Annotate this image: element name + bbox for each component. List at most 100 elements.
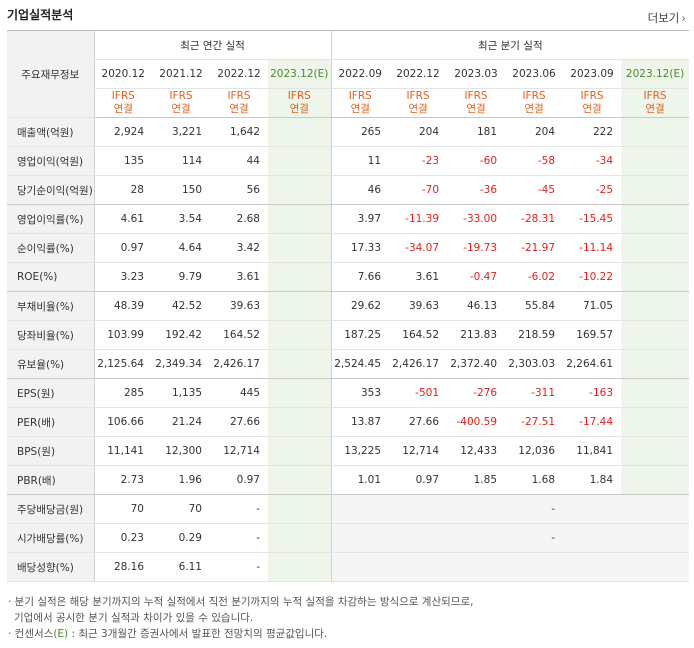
label-column-header: 주요재무정보: [7, 30, 94, 118]
ifrs-line2: 연결: [113, 103, 133, 115]
value-cell: [268, 523, 332, 553]
more-link-label: 더보기: [647, 11, 680, 25]
value-cell: -33.00: [447, 204, 506, 234]
row-label: 당좌비율(%): [7, 320, 94, 350]
value-cell: -25: [563, 175, 622, 205]
footnote-3-post: : 최근 3개월간 증권사에서 발표한 전망치의 평균값입니다.: [68, 628, 328, 640]
value-cell: 55.84: [505, 291, 564, 321]
value-cell: 0.97: [93, 233, 152, 263]
value-cell: [621, 204, 690, 234]
value-cell: [621, 175, 690, 205]
value-cell: 103.99: [93, 320, 152, 350]
ifrs-badge: IFRS 연결: [152, 88, 210, 118]
row-label: 부채비율(%): [7, 291, 94, 321]
value-cell: [268, 320, 332, 350]
value-cell: [621, 465, 690, 495]
year-header: 2022.12: [210, 59, 268, 89]
value-cell: [268, 465, 332, 495]
value-cell: [268, 117, 332, 147]
value-cell: 2,125.64: [93, 349, 152, 379]
year-header: 2022.12: [389, 59, 448, 89]
value-cell: -0.47: [447, 262, 506, 292]
value-cell: [268, 494, 332, 524]
value-cell: [389, 494, 448, 524]
value-cell: [268, 436, 332, 466]
value-cell: -6.02: [505, 262, 564, 292]
value-cell: -: [210, 523, 268, 553]
section-title: 기업실적분석: [7, 8, 74, 22]
table-row: 부채비율(%) 48.39 42.52 39.63 29.62 39.63 46.13 55.…: [7, 291, 690, 321]
value-cell: -: [505, 523, 564, 553]
row-label: 유보율(%): [7, 349, 94, 379]
value-cell: 7.66: [330, 262, 390, 292]
year-header: 2023.03: [447, 59, 506, 89]
table-row: 영업이익(억원) 135 114 44 11 -23 -60 -58 -34: [7, 146, 690, 176]
value-cell: -19.73: [447, 233, 506, 263]
value-cell: -21.97: [505, 233, 564, 263]
value-cell: 0.23: [93, 523, 152, 553]
value-cell: 2,264.61: [563, 349, 622, 379]
ifrs-badge: IFRS 연결: [268, 88, 332, 118]
value-cell: 106.66: [93, 407, 152, 437]
value-cell: 1.85: [447, 465, 506, 495]
ifrs-badge: IFRS 연결: [505, 88, 564, 118]
value-cell: 2,349.34: [152, 349, 210, 379]
row-label: 순이익률(%): [7, 233, 94, 263]
value-cell: [621, 523, 690, 553]
value-cell: 2,924: [93, 117, 152, 147]
row-label: BPS(원): [7, 436, 94, 466]
footnote-1: · 분기 실적은 해당 분기까지의 누적 실적에서 직전 분기까지의 누적 실적…: [8, 596, 474, 608]
value-cell: 2,303.03: [505, 349, 564, 379]
value-cell: 42.52: [152, 291, 210, 321]
value-cell: 17.33: [330, 233, 390, 263]
value-cell: 3.61: [389, 262, 448, 292]
value-cell: -163: [563, 378, 622, 408]
row-label: PBR(배): [7, 465, 94, 495]
table-row: 시가배당률(%) 0.23 0.29- -: [7, 523, 690, 553]
row-label: 주당배당금(원): [7, 494, 94, 524]
table-row: 매출액(억원) 2,924 3,221 1,642 265 204 181 204 222: [7, 117, 690, 147]
value-cell: 0.97: [210, 465, 268, 495]
value-cell: 39.63: [389, 291, 448, 321]
value-cell: [330, 552, 390, 582]
table-row: ROE(%) 3.23 9.79 3.61 7.66 3.61 -0.47 -6.02 -10.…: [7, 262, 690, 292]
year-header: 2023.12(E): [268, 59, 332, 89]
value-cell: -36: [447, 175, 506, 205]
table-row: 유보율(%) 2,125.64 2,349.34 2,426.17 2,524.45 2,…: [7, 349, 690, 379]
value-cell: 11,841: [563, 436, 622, 466]
value-cell: [621, 407, 690, 437]
value-cell: 3.42: [210, 233, 268, 263]
value-cell: -400.59: [447, 407, 506, 437]
value-cell: [447, 523, 506, 553]
value-cell: [621, 320, 690, 350]
value-cell: [621, 349, 690, 379]
value-cell: 44: [210, 146, 268, 176]
value-cell: [621, 262, 690, 292]
footnote-2: 기업에서 공시한 분기 실적과 차이가 있을 수 있습니다.: [14, 612, 254, 624]
value-cell: -23: [389, 146, 448, 176]
row-label: 당기순이익(억원): [7, 175, 94, 205]
value-cell: [268, 146, 332, 176]
value-cell: -: [505, 494, 564, 524]
table-row: 당좌비율(%) 103.99 192.42 164.52 187.25 164.52 213…: [7, 320, 690, 350]
value-cell: 4.64: [152, 233, 210, 263]
value-cell: [563, 523, 622, 553]
value-cell: 70: [93, 494, 152, 524]
value-cell: -28.31: [505, 204, 564, 234]
value-cell: 56: [210, 175, 268, 205]
value-cell: 0.29: [152, 523, 210, 553]
year-header: 2021.12: [152, 59, 210, 89]
value-cell: -15.45: [563, 204, 622, 234]
value-cell: 2,426.17: [389, 349, 448, 379]
more-link[interactable]: 더보기 ›: [648, 10, 686, 26]
value-cell: -11.39: [389, 204, 448, 234]
value-cell: 204: [505, 117, 564, 147]
value-cell: -11.14: [563, 233, 622, 263]
footnotes: · 분기 실적은 해당 분기까지의 누적 실적에서 직전 분기까지의 누적 실적…: [8, 594, 473, 642]
value-cell: 285: [93, 378, 152, 408]
ifrs-badge: IFRS 연결: [93, 88, 152, 118]
value-cell: -10.22: [563, 262, 622, 292]
value-cell: 12,300: [152, 436, 210, 466]
value-cell: [621, 494, 690, 524]
value-cell: 6.11: [152, 552, 210, 582]
